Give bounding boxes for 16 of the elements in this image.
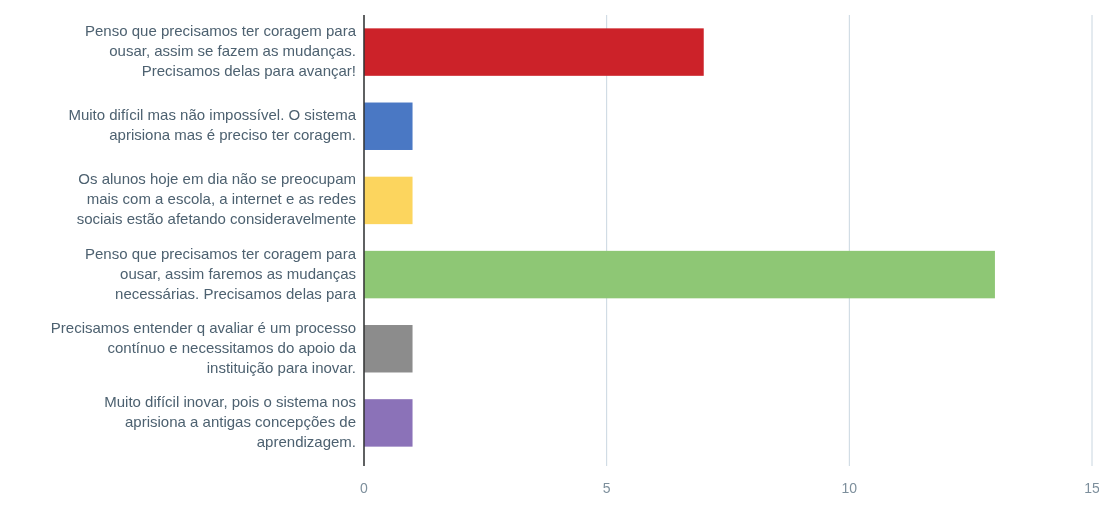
x-tick-label: 15 [1084,480,1099,496]
bar [364,325,413,373]
y-tick-label: Muito difícil inovar, pois o sistema nos aprisiona a antigas concepções de aprendizagem. [104,392,356,450]
bar [364,250,995,299]
x-tick-label: 0 [360,480,369,496]
y-tick-label: Penso que precisamos ter coragem para ousar, assim faremos as mudanças necessárias. Precisamos delas para [85,244,357,302]
bar [364,399,413,447]
x-tick-label: 10 [841,480,858,496]
bar [364,28,704,76]
y-tick-label: Muito difícil mas não impossível. O sistema aprisiona mas é preciso ter coragem. [68,106,357,144]
bar [364,176,413,225]
x-tick-label: 5 [602,480,611,496]
y-tick-label: Penso que precisamos ter coragem para ousar, assim se fazem as mudanças. Precisamos delas para avançar! [85,22,357,80]
bar [364,102,413,150]
y-tick-label: Os alunos hoje em dia não se preocupam mais com a escola, a internet e as redes sociais estão afetando consideravelmente [76,170,356,228]
y-tick-label: Precisamos entender q avaliar é um processo contínuo e necessitamos do apoio da instituição para inovar. [50,318,357,376]
